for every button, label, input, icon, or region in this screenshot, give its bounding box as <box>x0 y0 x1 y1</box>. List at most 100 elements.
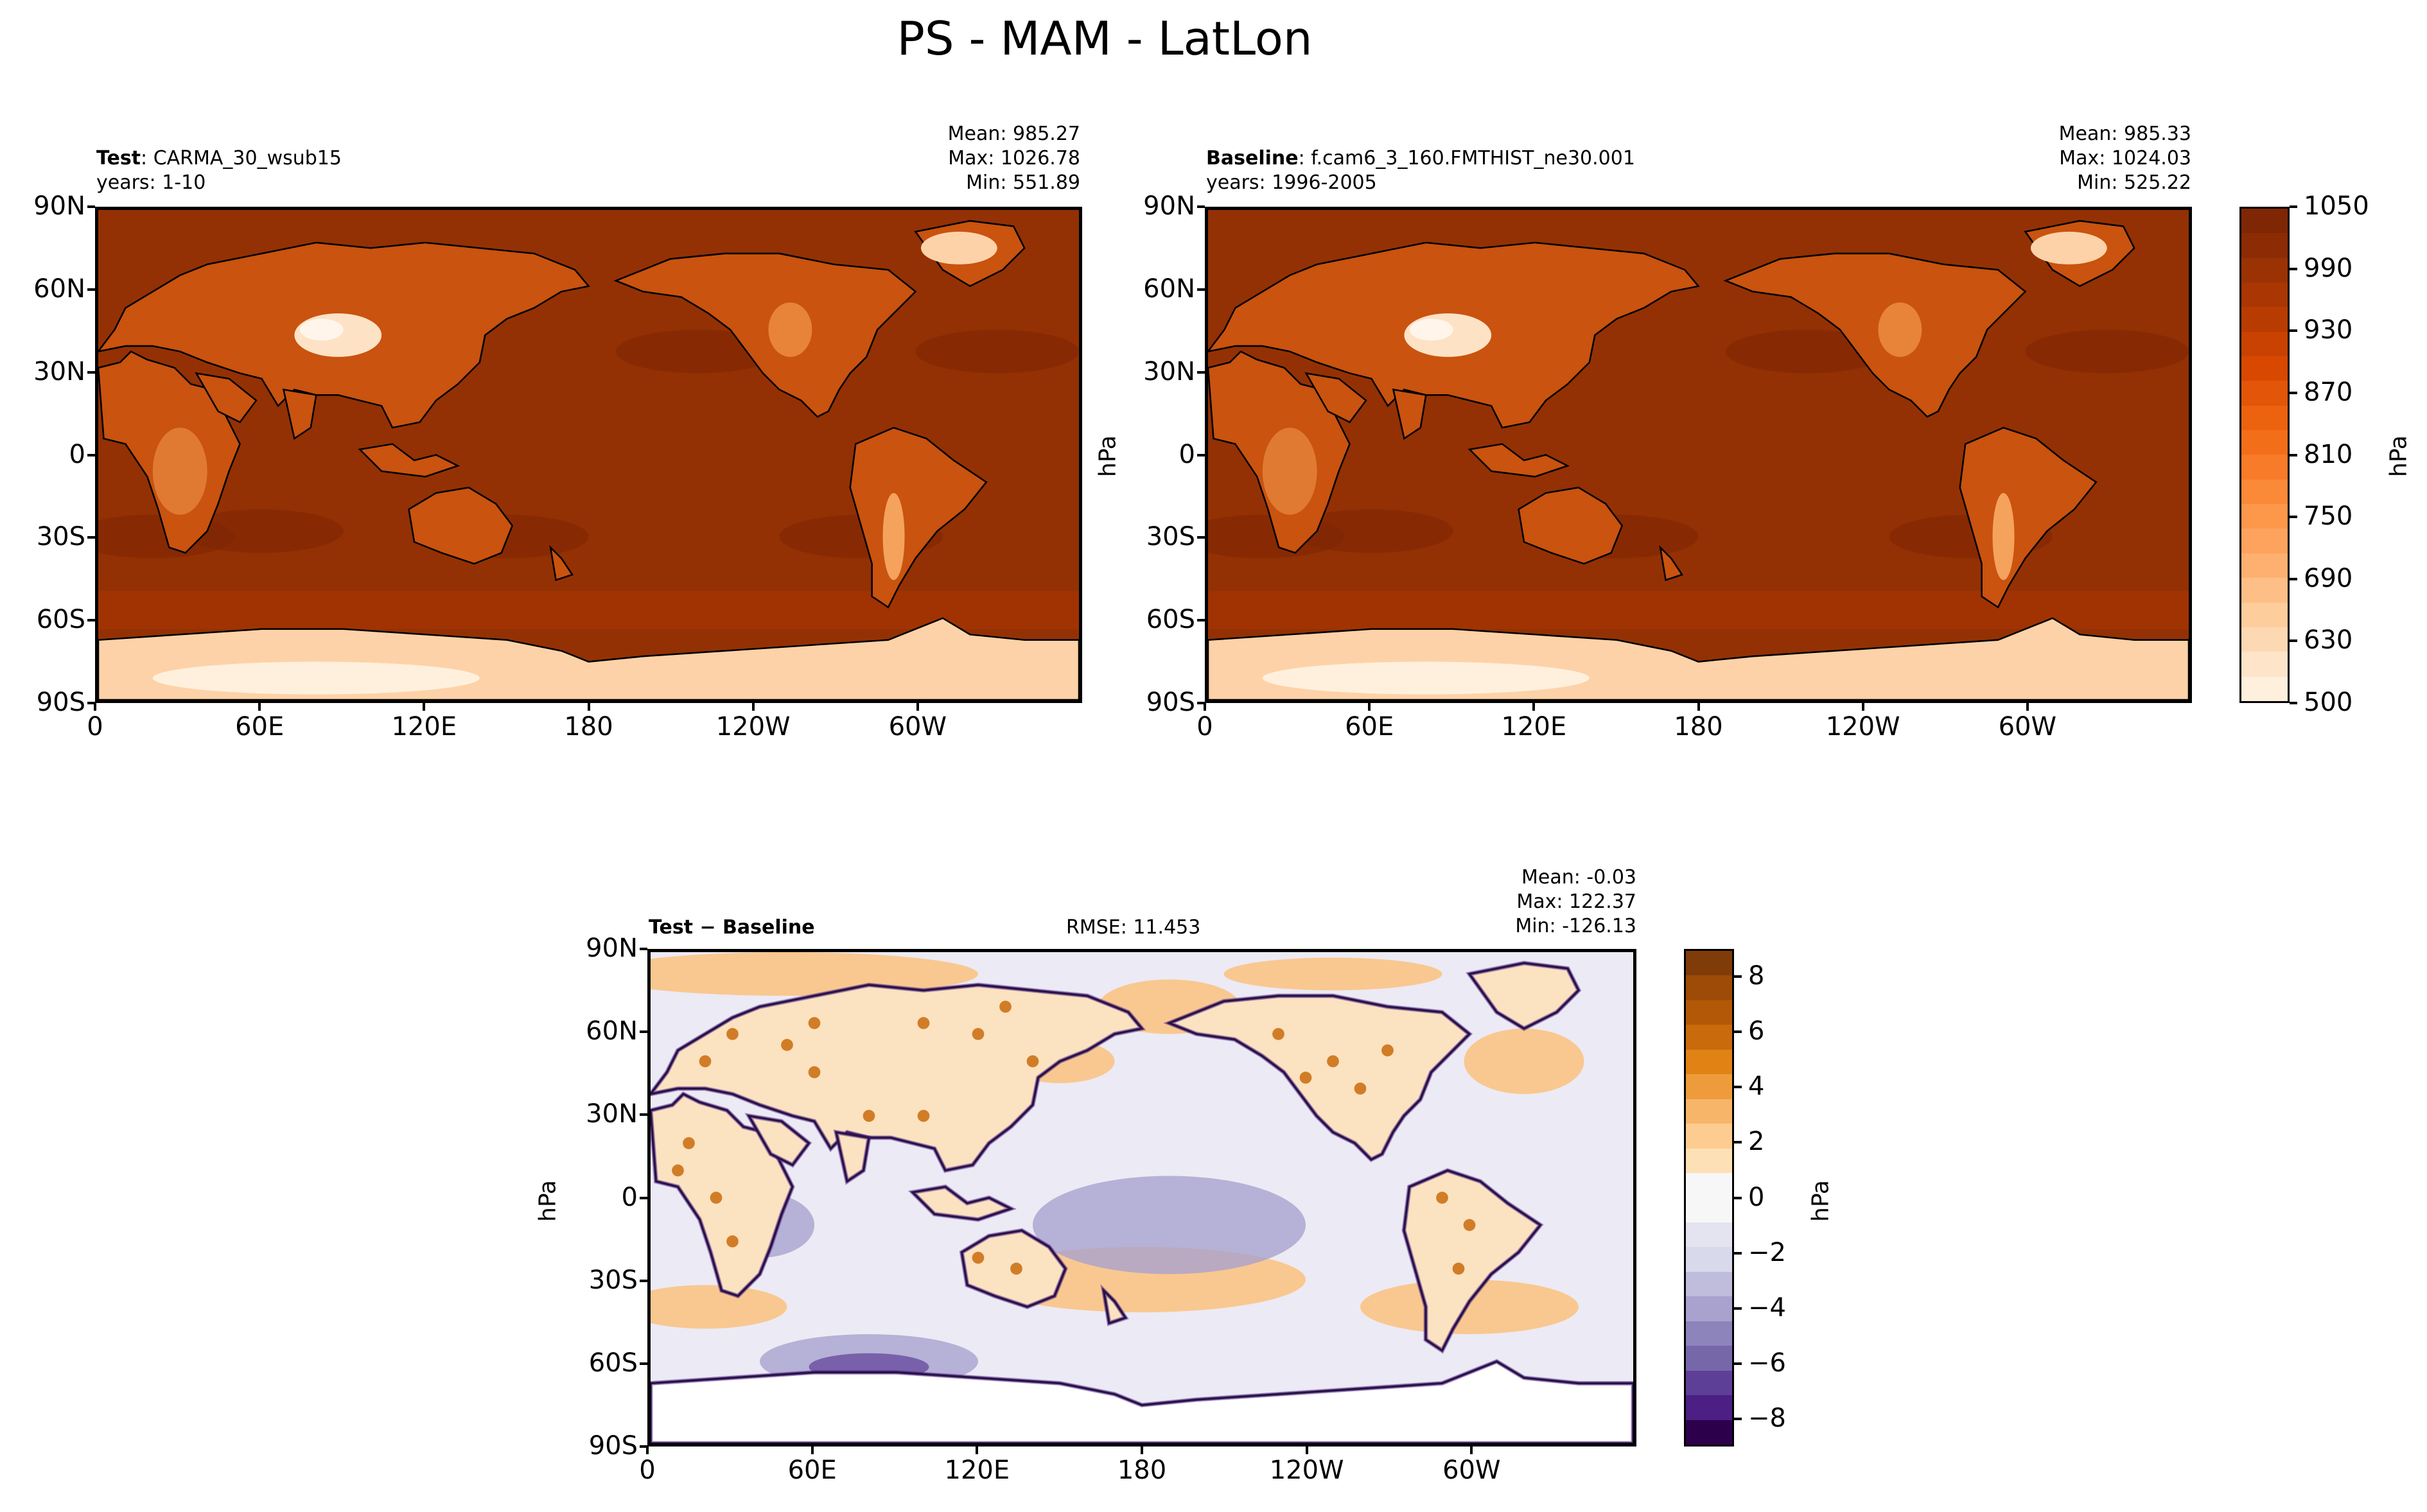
x-tick-mark <box>916 703 919 711</box>
colorbar-tick-label: 4 <box>1748 1072 1765 1102</box>
colorbar-tick-label: 810 <box>2304 439 2353 469</box>
x-tick-label: 60W <box>888 712 947 742</box>
colorbar-tick-mark <box>2290 205 2297 208</box>
colorbar-segment <box>1686 951 1732 976</box>
colorbar-segment <box>1686 975 1732 1000</box>
y-tick-label: 30S <box>588 1265 638 1295</box>
x-tick-mark <box>1861 703 1864 711</box>
colorbar-tick-label: −4 <box>1748 1292 1786 1323</box>
y-tick-mark <box>640 1362 647 1365</box>
y-tick-mark <box>640 1196 647 1199</box>
colorbar-tick-label: −8 <box>1748 1403 1786 1433</box>
colorbar-segment <box>2241 602 2288 627</box>
test-map-field <box>98 210 1079 700</box>
x-tick-label: 60E <box>787 1456 837 1485</box>
colorbar-segment <box>2241 381 2288 406</box>
colorbar-tick-label: 990 <box>2304 253 2353 283</box>
y-tick-mark <box>640 1030 647 1034</box>
x-tick-mark <box>1368 703 1371 711</box>
diff-stats: Mean: -0.03 Max: 122.37 Min: -126.13 <box>1455 865 1636 939</box>
y-tick-mark <box>87 205 95 208</box>
colorbar-tick-label: 0 <box>1748 1182 1765 1212</box>
colorbar-segment <box>2241 209 2288 234</box>
x-tick-mark <box>94 703 96 711</box>
y-tick-label: 60N <box>586 1016 638 1047</box>
y-tick-mark <box>87 453 95 456</box>
y-tick-mark <box>640 1445 647 1448</box>
x-tick-label: 0 <box>639 1456 656 1485</box>
x-tick-label: 180 <box>1117 1456 1167 1485</box>
test-header: Test: CARMA_30_wsub15 years: 1-10 <box>96 146 342 195</box>
x-tick-label: 0 <box>1196 712 1213 742</box>
colorbar-tick-label: 2 <box>1748 1127 1765 1157</box>
colorbar-tick-mark <box>1734 1030 1742 1034</box>
colorbar-segment <box>2241 652 2288 677</box>
y-tick-mark <box>87 619 95 622</box>
x-tick-label: 120W <box>1825 712 1900 742</box>
colorbar-segment <box>1686 1099 1732 1124</box>
colorbar-segment <box>1686 1173 1732 1198</box>
x-tick-label: 180 <box>1674 712 1723 742</box>
colorbar-segment <box>1686 1074 1732 1099</box>
colorbar-tick-mark <box>2290 577 2297 580</box>
colorbar-tick-mark <box>1734 1141 1742 1144</box>
x-tick-mark <box>258 703 261 711</box>
baseline-min: Min: 525.22 <box>2077 171 2191 194</box>
colorbar-segment <box>2241 430 2288 455</box>
diff-max: Max: 122.37 <box>1516 891 1636 913</box>
baseline-map <box>1205 207 2192 703</box>
x-tick-mark <box>587 703 590 711</box>
colorbar-segment <box>1686 1197 1732 1222</box>
colorbar-tick-mark <box>2290 516 2297 519</box>
y-tick-label: 60S <box>36 605 85 635</box>
x-tick-mark <box>1470 1447 1473 1454</box>
x-tick-mark <box>1204 703 1206 711</box>
test-map <box>95 207 1082 703</box>
colorbar-tick-mark <box>2290 329 2297 333</box>
y-tick-label: 60N <box>1143 274 1195 304</box>
colorbar-tick-label: 6 <box>1748 1016 1765 1047</box>
y-tick-mark <box>87 288 95 291</box>
colorbar-main-fill <box>2241 209 2288 701</box>
baseline-mean: Mean: 985.33 <box>2058 123 2191 145</box>
y-tick-label: 30N <box>1143 356 1195 387</box>
colorbar-segment <box>1686 1247 1732 1272</box>
colorbar-tick-mark <box>2290 391 2297 394</box>
x-tick-label: 60W <box>1442 1456 1501 1485</box>
colorbar-segment <box>2241 528 2288 553</box>
x-tick-mark <box>646 1447 649 1454</box>
x-tick-label: 120W <box>1269 1456 1344 1485</box>
test-min: Min: 551.89 <box>966 171 1080 194</box>
colorbar-segment <box>2241 479 2288 505</box>
y-tick-mark <box>87 702 95 704</box>
x-tick-mark <box>1305 1447 1308 1454</box>
colorbar-main <box>2239 207 2290 703</box>
y-tick-label: 30N <box>586 1099 638 1129</box>
x-tick-label: 180 <box>564 712 613 742</box>
colorbar-tick-label: 630 <box>2304 625 2353 656</box>
figure-title: PS - MAM - LatLon <box>897 12 1313 65</box>
colorbar-tick-label: −2 <box>1748 1237 1786 1267</box>
colorbar-segment <box>2241 627 2288 652</box>
y-tick-mark <box>1197 702 1205 704</box>
y-tick-label: 90N <box>1143 191 1195 221</box>
baseline-label-sep: : <box>1298 147 1305 169</box>
colorbar-tick-mark <box>1734 1417 1742 1420</box>
colorbar-segment <box>1686 1370 1732 1396</box>
colorbar-segment <box>1686 1395 1732 1420</box>
baseline-case-name: f.cam6_3_160.FMTHIST_ne30.001 <box>1311 147 1635 169</box>
y-tick-label: 0 <box>1178 439 1195 469</box>
diff-label: Test − Baseline <box>649 916 815 939</box>
colorbar-segment <box>1686 1346 1732 1371</box>
colorbar-diff-label: hPa <box>1807 1180 1834 1222</box>
colorbar-segment <box>1686 1271 1732 1297</box>
diff-map <box>647 949 1636 1447</box>
x-tick-mark <box>751 703 755 711</box>
colorbar-tick-label: 500 <box>2304 688 2353 717</box>
y-tick-mark <box>1197 453 1205 456</box>
x-tick-label: 60W <box>1998 712 2057 742</box>
colorbar-segment <box>2241 331 2288 357</box>
x-tick-label: 120E <box>944 1456 1010 1485</box>
x-tick-mark <box>1141 1447 1143 1454</box>
test-label-sep: : <box>141 147 148 169</box>
